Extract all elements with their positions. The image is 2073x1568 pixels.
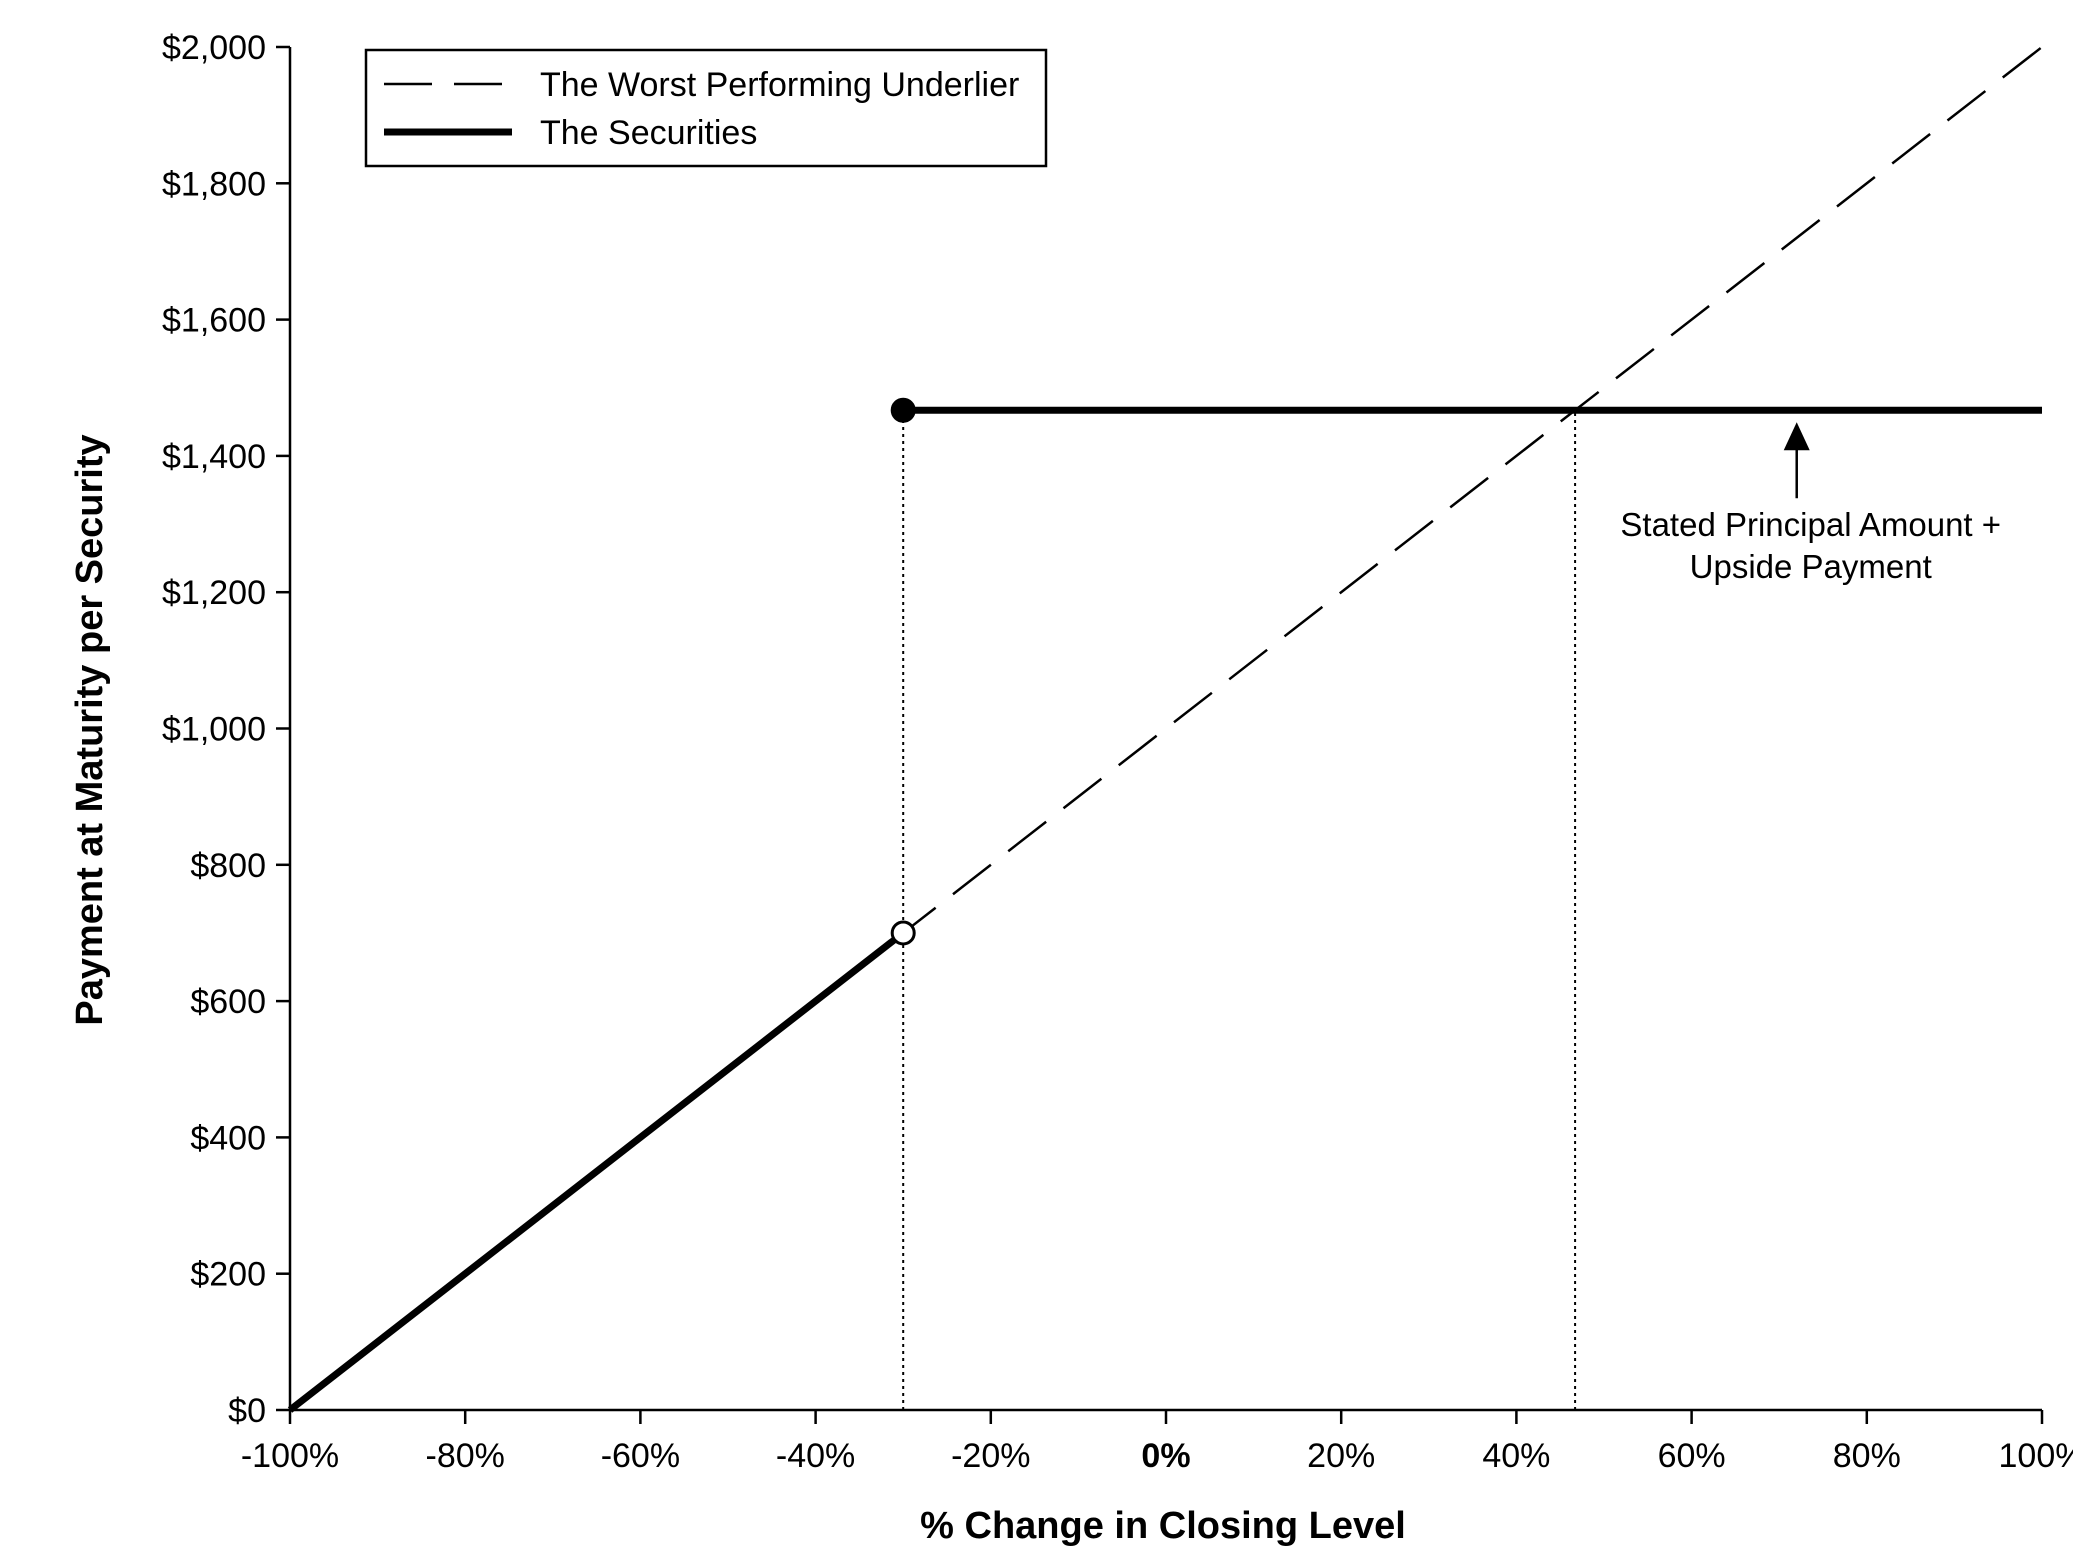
y-tick-label-7: $1,400: [162, 438, 266, 476]
y-tick-label-5: $1,000: [162, 711, 266, 749]
legend: The Worst Performing Underlier The Secur…: [364, 48, 1048, 168]
y-tick-label-4: $800: [190, 847, 266, 885]
y-tick-label-3: $600: [190, 983, 266, 1021]
annotation-layer: Stated Principal Amount + Upside Payment: [1620, 422, 2001, 585]
y-tick-label-1: $200: [190, 1256, 266, 1294]
y-tick-label-0: $0: [228, 1392, 266, 1430]
x-tick-label-5: 0%: [1141, 1437, 1190, 1475]
annotation-arrowhead: [1783, 422, 1810, 451]
marker-open-1: [890, 920, 916, 946]
x-tick-label-4: -20%: [951, 1437, 1030, 1475]
annotation-text-line-0: Stated Principal Amount +: [1620, 506, 2001, 543]
marker-filled-0: [890, 397, 916, 423]
series-layer: [287, 46, 2043, 1413]
x-tick-label-6: 20%: [1307, 1437, 1375, 1475]
x-axis-title: % Change in Closing Level: [920, 1505, 1406, 1547]
legend-label-securities: The Securities: [540, 114, 757, 152]
y-tick-label-6: $1,200: [162, 574, 266, 612]
y-tick-label-10: $2,000: [162, 29, 266, 67]
y-tick-label-8: $1,600: [162, 302, 266, 340]
legend-box: [364, 48, 1048, 168]
x-tick-label-2: -60%: [601, 1437, 680, 1475]
y-tick-label-2: $400: [190, 1119, 266, 1157]
x-tick-label-0: -100%: [241, 1437, 339, 1475]
legend-label-underlier: The Worst Performing Underlier: [540, 66, 1019, 104]
markers-layer: [890, 397, 916, 946]
annotation-text-line-1: Upside Payment: [1690, 548, 1932, 585]
x-tick-label-10: 100%: [1999, 1437, 2073, 1475]
x-tick-label-1: -80%: [426, 1437, 505, 1475]
axes-layer: $0 $200 $400 $600 $800 $1,000 $1,200 $1,400 $1,6…: [162, 29, 2073, 1475]
series-securities-segment-0: [287, 930, 906, 1413]
y-axis-title: Payment at Maturity per Security: [69, 434, 111, 1025]
x-tick-label-9: 80%: [1833, 1437, 1901, 1475]
x-tick-label-8: 60%: [1658, 1437, 1726, 1475]
reference-lines-layer: [902, 410, 1577, 1410]
x-tick-label-7: 40%: [1482, 1437, 1550, 1475]
y-tick-label-9: $1,800: [162, 165, 266, 203]
x-tick-label-3: -40%: [776, 1437, 855, 1475]
